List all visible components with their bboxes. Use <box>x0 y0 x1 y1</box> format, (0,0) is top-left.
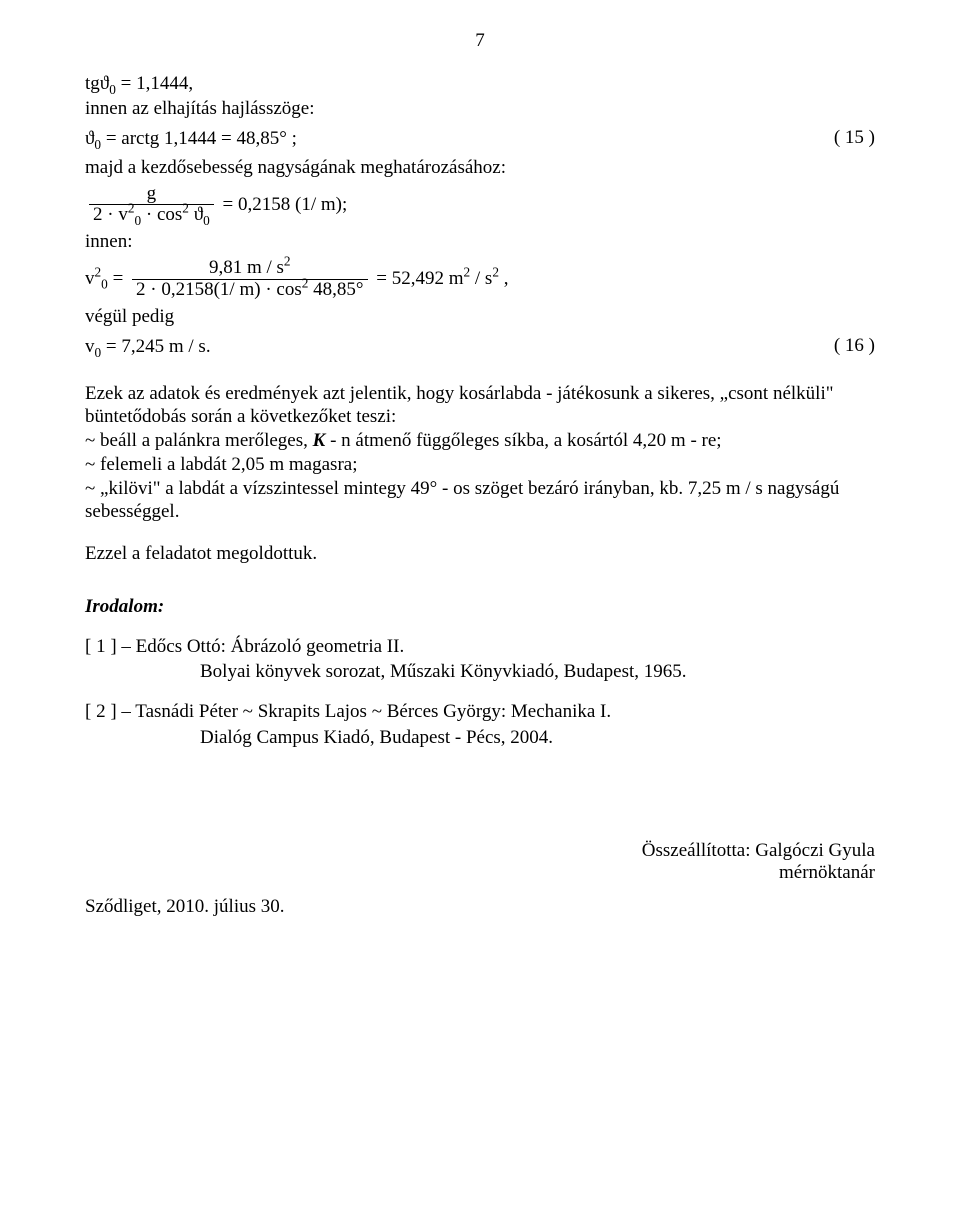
composed-by: Összeállította: Galgóczi Gyula <box>85 840 875 862</box>
text-line-4: majd a kezdősebesség nagyságának meghatá… <box>85 156 875 180</box>
paragraph-2: ~ beáll a palánkra merőleges, K - n átme… <box>85 429 875 453</box>
equation-1: tgϑ0 = 1,1444, <box>85 74 875 93</box>
fraction-2: 9,81 m / s2 2 · 0,2158(1/ m) · cos2 48,8… <box>132 258 367 301</box>
equation-5: v0 = 7,245 m / s. <box>85 337 814 356</box>
paragraph-3: ~ felemeli a labdát 2,05 m magasra; <box>85 453 875 477</box>
eq4-rhs-a: = 52,492 m <box>376 268 463 289</box>
fraction-1: g 2 · v20 · cos2 ϑ0 <box>89 184 214 227</box>
frac1-den-sup2: 2 <box>182 201 189 216</box>
eq5-v: v <box>85 336 95 357</box>
ref2-line2: Dialóg Campus Kiadó, Budapest - Pécs, 20… <box>200 725 875 751</box>
equation-3: g 2 · v20 · cos2 ϑ0 = 0,2158 (1/ m); <box>85 184 875 227</box>
frac2-num-sup: 2 <box>284 254 291 269</box>
eq2-theta: ϑ <box>85 128 94 149</box>
equation-2: ϑ0 = arctg 1,1444 = 48,85° ; <box>85 129 814 148</box>
ref1-line1: [ 1 ] – Edőcs Ottó: Ábrázoló geometria I… <box>85 636 404 657</box>
footer: Összeállította: Galgóczi Gyula mérnöktan… <box>85 840 875 918</box>
frac2-num: 9,81 m / s2 <box>132 258 367 280</box>
eq3-rhs: = 0,2158 (1/ m); <box>223 193 348 214</box>
text-line-6: innen: <box>85 230 875 254</box>
eq4-sub: 0 <box>101 277 108 292</box>
page-container: 7 tgϑ0 = 1,1444, innen az elhajítás hajl… <box>0 0 960 1229</box>
eq5-rhs: = 7,245 m / s. <box>101 336 210 357</box>
frac1-den-a: 2 · v <box>93 204 128 225</box>
references-heading: Irodalom: <box>85 596 875 618</box>
paragraph-5: Ezzel a feladatot megoldottuk. <box>85 542 875 566</box>
eq4-rhs-b: / s <box>470 268 492 289</box>
reference-1: [ 1 ] – Edőcs Ottó: Ábrázoló geometria I… <box>85 634 875 685</box>
text-line-8: végül pedig <box>85 305 875 329</box>
frac2-den-a: 2 · 0,2158(1/ m) · cos <box>136 279 302 300</box>
frac2-den: 2 · 0,2158(1/ m) · cos2 48,85° <box>132 280 367 301</box>
eq4-eq: = <box>108 268 128 289</box>
eq4-rhs-c: , <box>499 268 509 289</box>
eq4-rhs-sup2: 2 <box>492 264 499 279</box>
frac2-num-a: 9,81 m / s <box>209 257 284 278</box>
ref1-line2: Bolyai könyvek sorozat, Műszaki Könyvkia… <box>200 659 875 685</box>
frac1-num: g <box>89 184 214 206</box>
page-number: 7 <box>85 30 875 52</box>
eq4-v: v <box>85 268 95 289</box>
frac1-den-d: ϑ <box>189 204 203 225</box>
para2-a: ~ beáll a palánkra merőleges, <box>85 430 313 451</box>
reference-2: [ 2 ] – Tasnádi Péter ~ Skrapits Lajos ~… <box>85 699 875 750</box>
frac1-den-c: · cos <box>141 204 182 225</box>
eq1-sub: 0 <box>109 82 116 97</box>
eq1-theta: ϑ <box>100 73 109 94</box>
paragraph-4: ~ „kilövi" a labdát a vízszintessel mint… <box>85 477 875 525</box>
frac1-den-sub2: 0 <box>203 213 210 228</box>
ref2-line1: [ 2 ] – Tasnádi Péter ~ Skrapits Lajos ~… <box>85 701 611 722</box>
para2-K: K <box>313 430 326 451</box>
eq1-rhs: = 1,1444, <box>116 73 193 94</box>
author-title: mérnöktanár <box>85 862 875 884</box>
para2-c: - n átmenő függőleges síkba, a kosártól … <box>325 430 721 451</box>
paragraph-1: Ezek az adatok és eredmények azt jelenti… <box>85 382 875 430</box>
eq2-rhs: = arctg 1,1444 = 48,85° ; <box>101 128 297 149</box>
equation-4: v 2 0 = 9,81 m / s2 2 · 0,2158(1/ m) · cos… <box>85 258 875 301</box>
equation-5-tag: ( 16 ) <box>834 334 875 358</box>
frac1-den: 2 · v20 · cos2 ϑ0 <box>89 205 214 226</box>
equation-5-row: v0 = 7,245 m / s. ( 16 ) <box>85 333 875 360</box>
text-line-2: innen az elhajítás hajlásszöge: <box>85 97 875 121</box>
frac2-den-b: 48,85° <box>308 279 363 300</box>
eq1-tg: tg <box>85 73 100 94</box>
equation-2-row: ϑ0 = arctg 1,1444 = 48,85° ; ( 15 ) <box>85 125 875 152</box>
equation-2-tag: ( 15 ) <box>834 126 875 150</box>
place-date: Sződliget, 2010. július 30. <box>85 896 875 918</box>
